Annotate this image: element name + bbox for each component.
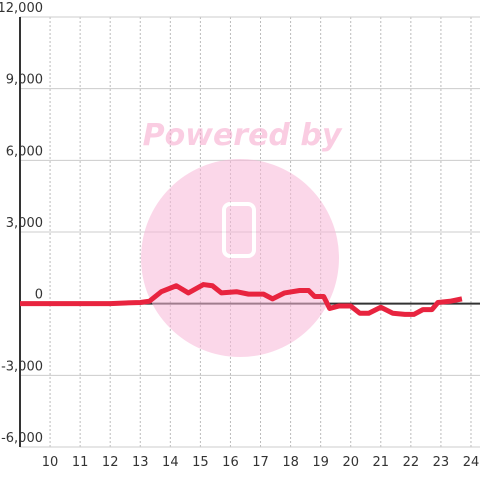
x-tick-label: 11: [72, 455, 89, 470]
x-tick-label: 23: [433, 455, 450, 470]
x-tick-label: 14: [162, 455, 179, 470]
x-tick-label: 10: [42, 455, 59, 470]
y-tick-label: 9,000: [6, 73, 43, 88]
x-tick-label: 19: [312, 455, 329, 470]
x-tick-label: 18: [282, 455, 299, 470]
x-tick-label: 20: [342, 455, 359, 470]
x-tick-label: 13: [132, 455, 149, 470]
x-tick-label: 24: [463, 455, 480, 470]
watermark-icon: [222, 202, 256, 258]
data-line: [20, 282, 463, 317]
watermark: Powered by: [141, 118, 343, 357]
y-tick-label: -3,000: [1, 359, 43, 374]
x-tick-label: 21: [373, 455, 390, 470]
x-tick-label: 12: [102, 455, 119, 470]
y-tick-label: -6,000: [1, 431, 43, 446]
x-tick-label: 16: [222, 455, 239, 470]
x-tick-label: 15: [192, 455, 209, 470]
y-tick-label: 12,000: [0, 1, 43, 16]
x-tick-label: 22: [403, 455, 420, 470]
y-tick-label: 0: [35, 288, 43, 303]
y-tick-label: 6,000: [6, 144, 43, 159]
y-tick-label: 3,000: [6, 216, 43, 231]
watermark-text: Powered by: [143, 118, 343, 153]
x-tick-label: 17: [252, 455, 269, 470]
